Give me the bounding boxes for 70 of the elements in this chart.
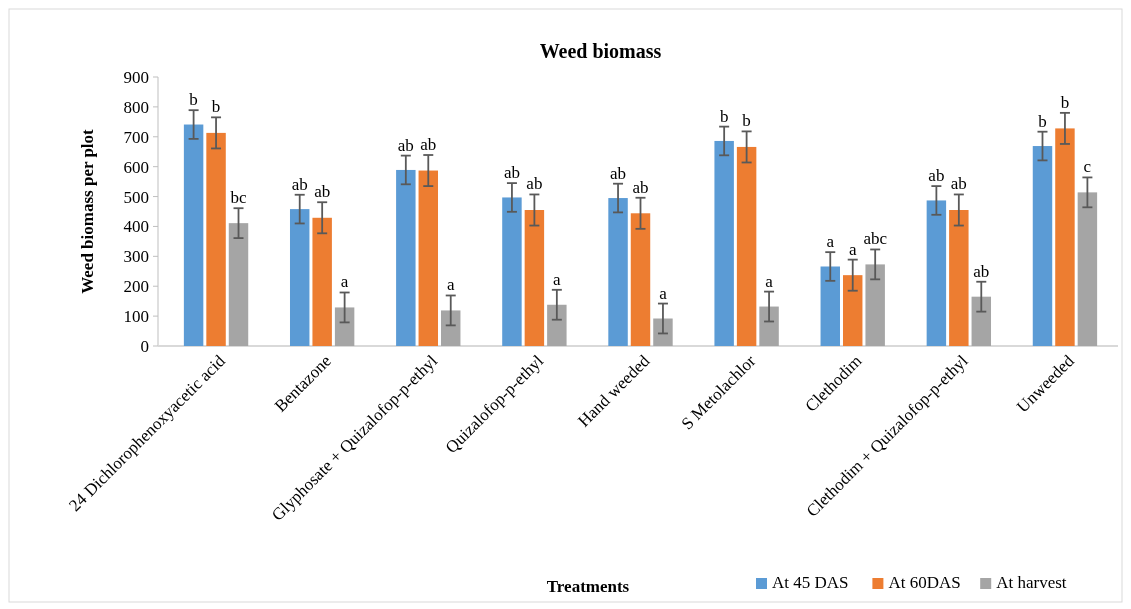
bar bbox=[843, 275, 863, 346]
legend-label: At harvest bbox=[996, 573, 1067, 592]
y-tick-label: 500 bbox=[123, 187, 149, 207]
chart-title: Weed biomass bbox=[539, 40, 662, 62]
data-label: ab bbox=[973, 261, 990, 281]
bar bbox=[759, 306, 779, 346]
data-label: b bbox=[1038, 111, 1047, 131]
bar bbox=[1055, 128, 1075, 346]
data-label: ab bbox=[291, 174, 308, 194]
data-label: a bbox=[553, 269, 562, 289]
data-label: ab bbox=[632, 177, 649, 197]
bar bbox=[418, 170, 438, 346]
data-label: b bbox=[1060, 92, 1070, 112]
y-tick-label: 900 bbox=[123, 68, 149, 87]
data-label: c bbox=[1083, 157, 1092, 177]
data-label: ab bbox=[526, 174, 543, 194]
legend-label: At 60DAS bbox=[888, 573, 961, 592]
bar bbox=[1077, 192, 1098, 346]
data-label: a bbox=[340, 272, 349, 292]
bar bbox=[653, 318, 673, 346]
bar bbox=[926, 200, 947, 346]
data-label: a bbox=[765, 271, 774, 291]
data-label: ab bbox=[950, 174, 967, 194]
data-label: abc bbox=[863, 229, 888, 249]
data-label: b bbox=[211, 97, 221, 117]
bar bbox=[630, 213, 651, 346]
data-label: a bbox=[446, 275, 455, 295]
bar bbox=[820, 266, 840, 346]
bar bbox=[714, 140, 734, 346]
bar bbox=[865, 264, 885, 346]
data-label: b bbox=[742, 111, 751, 131]
y-axis-title: Weed biomass per plot bbox=[78, 128, 97, 294]
data-label: a bbox=[826, 232, 835, 252]
legend-label: At 45 DAS bbox=[772, 573, 849, 592]
bar bbox=[736, 146, 757, 346]
data-label: ab bbox=[503, 163, 520, 183]
data-label: ab bbox=[314, 182, 331, 202]
bar bbox=[502, 197, 522, 346]
bar bbox=[1032, 146, 1053, 346]
data-label: ab bbox=[420, 135, 437, 155]
data-label: bc bbox=[230, 188, 247, 208]
bar bbox=[608, 198, 628, 346]
y-tick-label: 400 bbox=[123, 217, 149, 237]
y-tick-label: 300 bbox=[123, 247, 149, 267]
y-tick-label: 100 bbox=[123, 307, 149, 327]
bar bbox=[334, 307, 355, 346]
data-label: ab bbox=[610, 163, 627, 183]
bar bbox=[289, 209, 310, 346]
data-label: ab bbox=[928, 166, 945, 186]
data-label: a bbox=[659, 283, 668, 303]
data-label: b bbox=[189, 90, 198, 110]
data-label: a bbox=[848, 239, 857, 259]
y-tick-label: 200 bbox=[123, 277, 149, 297]
bar bbox=[547, 304, 567, 346]
y-tick-label: 800 bbox=[123, 97, 149, 117]
y-tick-label: 600 bbox=[123, 157, 149, 177]
bar bbox=[206, 132, 226, 346]
data-label: b bbox=[719, 106, 729, 126]
bar bbox=[524, 210, 545, 346]
y-tick-label: 700 bbox=[123, 127, 149, 147]
bar bbox=[228, 223, 249, 346]
y-tick-label: 0 bbox=[140, 337, 149, 356]
data-label: ab bbox=[397, 135, 414, 155]
bar bbox=[949, 210, 969, 346]
bar bbox=[183, 124, 204, 346]
bar bbox=[396, 169, 416, 346]
bar bbox=[312, 217, 332, 346]
bar bbox=[971, 296, 992, 346]
x-axis-title: Treatments bbox=[546, 577, 630, 596]
bar bbox=[441, 310, 461, 346]
